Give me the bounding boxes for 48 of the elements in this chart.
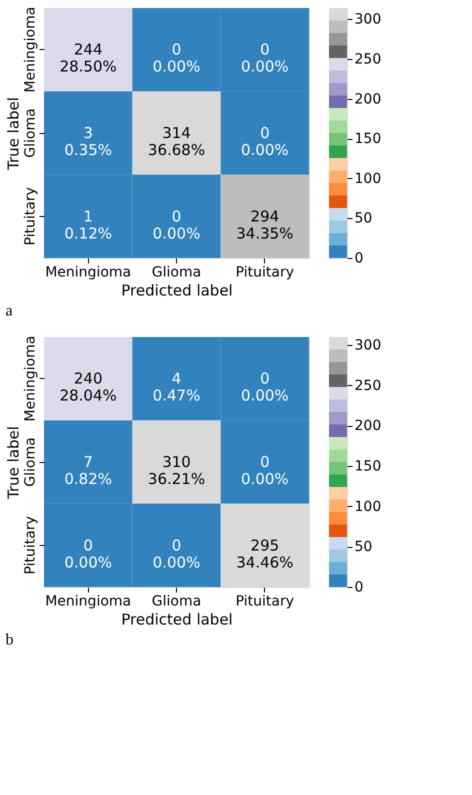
x-tick-label: Pituitary <box>236 594 294 610</box>
data-label: 314 36.68% <box>148 124 206 159</box>
y-tick-label: Glioma <box>22 437 38 487</box>
x-tick-label: Glioma <box>152 594 202 610</box>
data-label: 3 0.35% <box>64 124 112 159</box>
data-label: 294 34.35% <box>236 207 294 242</box>
data-label: 0 0.00% <box>152 40 200 76</box>
data-label: 7 0.82% <box>64 453 112 488</box>
data-label: 0 0.00% <box>152 207 200 242</box>
data-label: 240 28.04% <box>60 370 117 405</box>
color-bar-label: 50 <box>354 539 372 556</box>
color-bar-label: 100 <box>354 170 382 187</box>
text: a <box>6 302 13 320</box>
color-bar-label: 200 <box>354 91 382 108</box>
x-tick-label: Meningioma <box>45 594 132 610</box>
color-bar-label: 300 <box>354 12 382 28</box>
color-bar-label: 150 <box>354 131 382 148</box>
data-label: 0 0.00% <box>241 453 289 488</box>
x-tick-label: Pituitary <box>236 264 294 280</box>
data-label: 310 36.21% <box>148 453 206 488</box>
data-label: 0 0.00% <box>241 370 289 405</box>
y-axis-title: True label <box>4 426 22 500</box>
color-bar-label: 250 <box>354 378 382 394</box>
color-bar-label: 150 <box>354 458 382 475</box>
y-tick-label: Meningioma <box>22 336 38 422</box>
y-tick-label: Meningioma <box>22 6 38 93</box>
color-bar-label: 200 <box>354 418 382 434</box>
color-bar-label: 300 <box>354 338 382 354</box>
y-axis-title: True label <box>4 97 22 171</box>
color-bar-label: 50 <box>354 210 372 227</box>
data-label: 244 28.50% <box>60 40 117 76</box>
color-bar-label: 100 <box>354 498 382 515</box>
data-label: 1 0.12% <box>64 207 112 242</box>
color-bar-label: 250 <box>354 51 382 68</box>
data-label: 0 0.00% <box>152 536 200 572</box>
data-label: 0 0.00% <box>241 40 289 76</box>
text: b <box>6 632 14 648</box>
x-tick-label: Glioma <box>152 264 202 280</box>
data-label: 0 0.00% <box>241 124 289 159</box>
x-axis-title: Predicted label <box>121 610 233 628</box>
data-label: 295 34.46% <box>236 536 294 572</box>
x-tick-label: Meningioma <box>45 264 132 280</box>
color-bar-label: 0 <box>354 250 364 266</box>
data-label: 0 0.00% <box>64 536 112 572</box>
data-label: 4 0.47% <box>152 370 200 405</box>
x-axis-title: Predicted label <box>121 282 233 300</box>
y-tick-label: Glioma <box>22 108 38 158</box>
color-bar-label: 0 <box>354 580 364 596</box>
